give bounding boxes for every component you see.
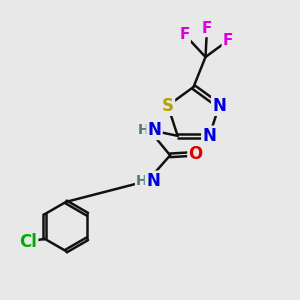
Text: F: F [179,27,190,42]
Text: N: N [148,121,161,139]
Text: N: N [202,127,216,145]
Text: H: H [137,123,149,137]
Text: Cl: Cl [19,233,37,251]
Text: N: N [146,172,160,190]
Text: F: F [202,21,212,36]
Text: O: O [188,145,203,163]
Text: H: H [136,174,148,188]
Text: S: S [162,97,174,115]
Text: N: N [212,97,226,115]
Text: F: F [223,33,233,48]
